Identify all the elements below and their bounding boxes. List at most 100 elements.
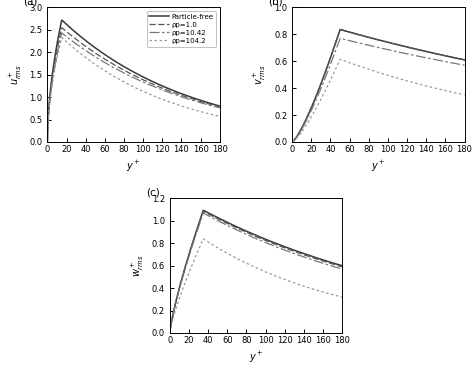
Line: ρp=104.2: ρp=104.2 [292, 59, 465, 142]
ρp=1.0 [127, 71, 132, 75]
Line: Particle-free: Particle-free [47, 20, 220, 142]
ρp=10.42 [217, 106, 223, 110]
ρp=104.2 [309, 286, 314, 291]
Particle-free [167, 331, 173, 335]
Particle-free [458, 57, 464, 61]
ρp=10.42 [337, 36, 343, 41]
Particle-free [217, 104, 223, 108]
ρp=1.0 [289, 140, 295, 144]
Line: ρp=1.0: ρp=1.0 [292, 30, 465, 142]
Particle-free [186, 94, 192, 99]
ρp=104.2 [128, 83, 134, 88]
Particle-free [289, 140, 295, 144]
ρp=1.0 [217, 105, 223, 109]
ρp=1.0 [167, 331, 173, 335]
Line: Particle-free: Particle-free [292, 30, 465, 142]
ρp=1.0 [309, 255, 314, 259]
ρp=104.2 [250, 264, 256, 269]
ρp=10.42 [249, 235, 255, 239]
ρp=1.0 [186, 96, 192, 100]
ρp=10.42 [383, 47, 389, 51]
ρp=104.2 [127, 83, 132, 87]
ρp=1.0 [270, 241, 275, 246]
Particle-free [309, 254, 314, 258]
ρp=104.2 [45, 140, 50, 144]
Line: ρp=10.42: ρp=10.42 [292, 38, 465, 142]
ρp=1.0 [250, 233, 256, 238]
ρp=1.0 [128, 71, 134, 76]
ρp=10.42 [201, 211, 206, 215]
Particle-free [127, 68, 132, 72]
Particle-free [336, 262, 341, 267]
ρp=10.42 [289, 140, 295, 144]
Line: ρp=104.2: ρp=104.2 [47, 38, 220, 142]
Line: ρp=1.0: ρp=1.0 [47, 28, 220, 142]
ρp=104.2 [458, 92, 464, 96]
Particle-free [337, 27, 343, 32]
Particle-free [59, 18, 65, 22]
Particle-free [147, 78, 153, 83]
ρp=1.0 [45, 140, 50, 144]
Text: (c): (c) [146, 187, 159, 197]
ρp=1.0 [431, 51, 437, 55]
ρp=1.0 [201, 209, 206, 213]
Particle-free [261, 236, 266, 240]
ρp=1.0 [59, 26, 65, 30]
Particle-free [431, 51, 437, 55]
ρp=104.2 [138, 88, 144, 92]
Particle-free [250, 232, 256, 236]
ρp=1.0 [147, 81, 153, 85]
Y-axis label: $w^+_{rms}$: $w^+_{rms}$ [130, 254, 146, 277]
ρp=104.2 [339, 295, 345, 299]
Particle-free [138, 74, 144, 78]
ρp=1.0 [249, 232, 255, 237]
ρp=10.42 [59, 31, 65, 35]
ρp=10.42 [339, 267, 345, 271]
ρp=1.0 [339, 265, 345, 269]
Particle-free [339, 263, 345, 268]
ρp=1.0 [336, 263, 341, 268]
ρp=10.42 [213, 105, 219, 109]
Line: ρp=10.42: ρp=10.42 [47, 33, 220, 142]
Particle-free [249, 231, 255, 236]
Line: Particle-free: Particle-free [170, 210, 342, 333]
ρp=1.0 [372, 37, 377, 41]
ρp=104.2 [201, 237, 206, 241]
Particle-free [213, 103, 219, 107]
ρp=104.2 [261, 269, 266, 273]
Line: ρp=1.0: ρp=1.0 [170, 211, 342, 333]
ρp=10.42 [186, 97, 192, 101]
Particle-free [270, 240, 275, 244]
ρp=1.0 [383, 40, 389, 44]
ρp=104.2 [392, 75, 398, 80]
ρp=10.42 [270, 243, 275, 248]
ρp=10.42 [167, 331, 173, 335]
Line: ρp=104.2: ρp=104.2 [170, 239, 342, 333]
Text: (b): (b) [268, 0, 283, 6]
ρp=104.2 [147, 92, 153, 97]
X-axis label: $y^+$: $y^+$ [126, 159, 141, 174]
X-axis label: $y^+$: $y^+$ [249, 350, 263, 366]
ρp=10.42 [373, 45, 378, 49]
ρp=10.42 [372, 44, 377, 49]
ρp=1.0 [261, 237, 266, 242]
ρp=10.42 [127, 74, 132, 78]
ρp=10.42 [138, 79, 144, 83]
ρp=104.2 [337, 57, 343, 61]
ρp=104.2 [217, 114, 223, 119]
ρp=104.2 [373, 69, 378, 74]
Y-axis label: $u^+_{rms}$: $u^+_{rms}$ [8, 64, 24, 85]
ρp=10.42 [45, 140, 50, 144]
Particle-free [383, 40, 389, 44]
Line: ρp=10.42: ρp=10.42 [170, 213, 342, 333]
Particle-free [128, 68, 134, 73]
ρp=10.42 [250, 235, 256, 239]
Particle-free [201, 208, 206, 212]
ρp=1.0 [337, 27, 343, 32]
ρp=104.2 [462, 92, 467, 97]
ρp=1.0 [392, 42, 398, 46]
ρp=1.0 [458, 57, 464, 61]
ρp=10.42 [309, 257, 314, 262]
Legend: Particle-free, ρp=1.0, ρp=10.42, ρp=104.2: Particle-free, ρp=1.0, ρp=10.42, ρp=104.… [146, 11, 216, 47]
Particle-free [462, 58, 467, 62]
